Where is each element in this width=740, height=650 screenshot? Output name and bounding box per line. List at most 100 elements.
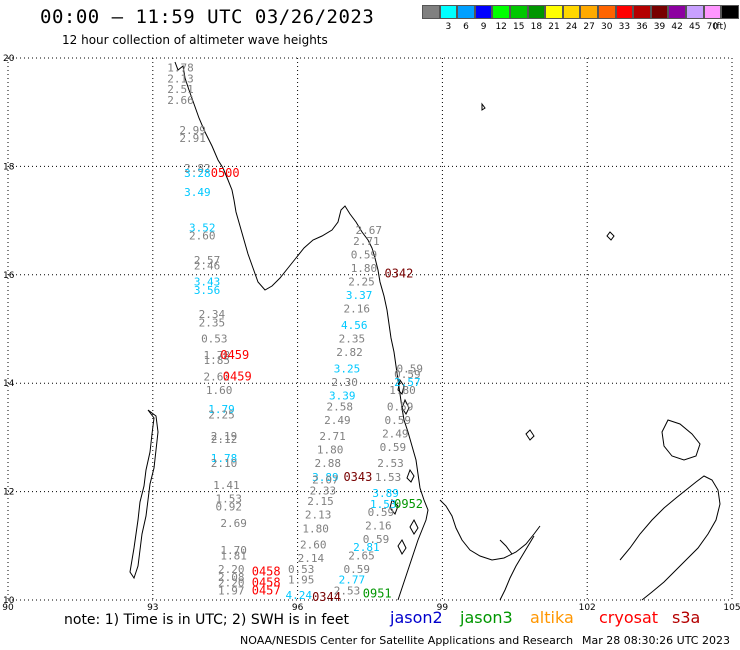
color-scale-label: 33	[618, 22, 631, 32]
axis-ticks: 90 93 96 99 102 105 10 12 14 16 18 20	[2, 54, 740, 613]
wave-height-value: 3.43	[194, 276, 221, 289]
wave-height-value: 2.16	[343, 303, 370, 316]
color-scale-item: 12	[492, 5, 510, 32]
color-scale-item: 9	[474, 5, 493, 32]
wave-height-value: 2.49	[382, 427, 409, 440]
color-swatch	[650, 5, 669, 19]
wave-height-value: 2.19	[211, 430, 238, 443]
wave-height-value: 3.28	[184, 167, 211, 180]
legend-entry-s3a: s3a	[672, 608, 701, 627]
wave-height-value: 0.59	[384, 414, 411, 427]
wave-height-value: 3.52	[189, 221, 216, 234]
pass-time-label: 0952	[394, 497, 423, 511]
wave-height-value: 2.81	[353, 541, 380, 554]
wave-height-value: 2.51	[167, 83, 194, 96]
color-swatch	[457, 5, 475, 19]
color-scale-item: 70	[703, 5, 722, 32]
lat-tick-label: 18	[3, 162, 15, 172]
wave-height-value: 2.30	[331, 376, 358, 389]
color-scale-item: 42	[668, 5, 686, 32]
color-scale-label: 36	[636, 22, 648, 32]
pass-time-label: 0951	[363, 586, 392, 600]
color-scale-label: 42	[671, 22, 683, 32]
color-swatch	[580, 5, 598, 19]
timestamp-text: Mar 28 08:30:26 UTC 2023	[582, 634, 730, 647]
color-scale-label: 45	[688, 22, 701, 32]
color-scale-label: 12	[495, 22, 507, 32]
wave-height-value: 3.89	[312, 471, 339, 484]
wave-height-value: 2.67	[356, 224, 383, 237]
color-scale-item: 33	[615, 5, 634, 32]
legend-entry-jason3: jason3	[460, 608, 513, 627]
wave-height-value: 2.65	[348, 549, 375, 562]
color-swatch	[562, 5, 581, 19]
wave-height-value: 0.59	[343, 563, 370, 576]
color-scale-label: 39	[653, 22, 666, 32]
color-scale-label: 70	[706, 22, 719, 32]
wave-height-value: 2.82	[184, 162, 211, 175]
lon-tick-label: 90	[2, 603, 14, 613]
legend-entry-cryosat: cryosat	[599, 608, 659, 627]
wave-height-value: 0.59	[394, 368, 421, 381]
pass-time-label: 0500	[211, 166, 240, 180]
wave-height-value: 2.20	[218, 563, 245, 576]
lon-tick-label: 93	[147, 603, 158, 613]
color-scale-item	[721, 5, 739, 32]
wave-height-value: 2.58	[327, 400, 354, 413]
color-swatch	[703, 5, 722, 19]
color-swatch	[509, 5, 528, 19]
wave-height-value: 2.62	[203, 370, 230, 383]
lon-tick-label: 99	[437, 603, 449, 613]
pass-time-label: 0457	[252, 584, 281, 598]
wave-height-value: 3.37	[346, 289, 373, 302]
wave-height-value: 1.97	[218, 585, 245, 598]
wave-height-value: 2.25	[348, 276, 375, 289]
wave-height-value: 2.82	[336, 346, 363, 359]
wave-height-value: 2.16	[365, 520, 392, 533]
color-scale-item: 27	[580, 5, 598, 32]
wave-height-value: 2.13	[167, 72, 194, 85]
wave-height-marks: 1.782.132.512.662.992.912.823.283.493.52…	[167, 62, 423, 605]
color-swatch	[527, 5, 546, 19]
color-swatch	[597, 5, 616, 19]
wave-height-value: 2.91	[179, 132, 206, 145]
wave-height-value: 2.20	[218, 576, 245, 589]
wave-height-value: 2.66	[167, 94, 194, 107]
color-swatch	[615, 5, 634, 19]
page-title: 00:00 – 11:59 UTC 03/26/2023	[40, 6, 375, 28]
wave-height-value: 1.95	[288, 574, 315, 587]
wave-height-value: 1.53	[370, 498, 397, 511]
color-swatch	[633, 5, 651, 19]
wave-height-value: 2.57	[194, 254, 221, 267]
wave-height-value: 0.59	[397, 362, 424, 375]
color-swatch	[474, 5, 493, 19]
wave-height-value: 2.71	[353, 235, 380, 248]
color-scale-item: 36	[633, 5, 651, 32]
wave-height-value: 0.53	[288, 563, 315, 576]
wave-height-value: 1.70	[220, 544, 247, 557]
lon-tick-label: 102	[579, 603, 596, 613]
color-scale-item: 39	[650, 5, 669, 32]
wave-height-value: 2.15	[307, 495, 334, 508]
color-scale-label: 6	[463, 22, 469, 32]
lon-tick-label: 105	[723, 603, 740, 613]
color-swatch	[721, 5, 739, 19]
color-scale-item	[422, 5, 440, 32]
wave-height-value: 2.12	[211, 433, 238, 446]
lat-tick-label: 16	[3, 271, 15, 281]
wave-height-value: 0.59	[380, 441, 407, 454]
wave-height-value: 2.60	[189, 230, 216, 243]
color-scale-label: 18	[530, 22, 543, 32]
color-swatch	[422, 5, 440, 19]
wave-height-value: 0.59	[351, 249, 378, 262]
lat-tick-label: 10	[3, 596, 15, 606]
wave-height-value: 3.25	[334, 362, 361, 375]
wave-height-value: 2.08	[218, 571, 245, 584]
color-scale-item: 45	[685, 5, 704, 32]
wave-height-value: 2.49	[324, 414, 351, 427]
legend-entry-jason2: jason2	[390, 608, 443, 627]
coastline	[129, 61, 721, 601]
color-swatch	[492, 5, 510, 19]
color-scale-item: 24	[562, 5, 581, 32]
wave-height-value: 2.07	[312, 473, 339, 486]
